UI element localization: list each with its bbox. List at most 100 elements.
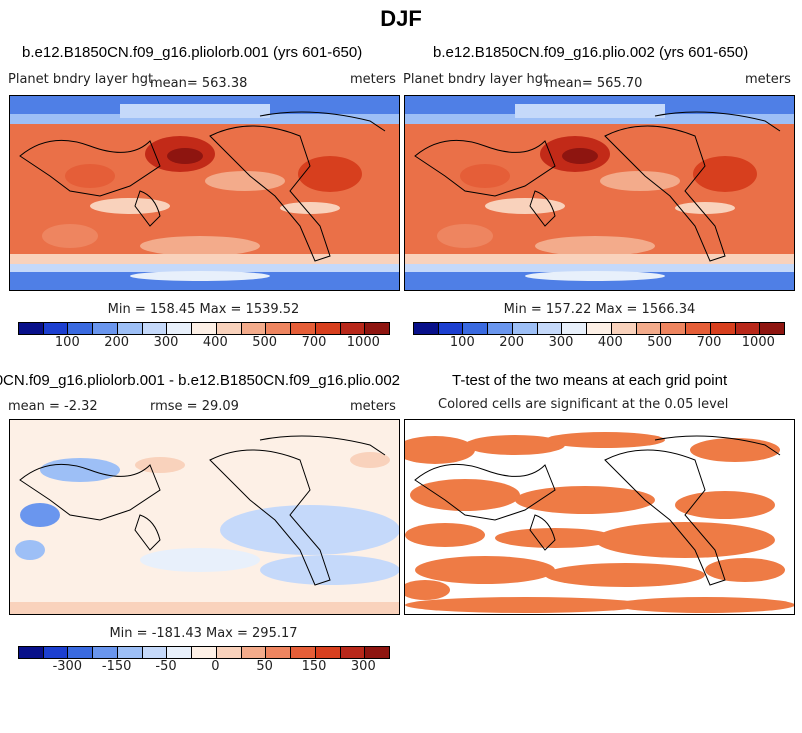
colorbar-swatch bbox=[19, 323, 44, 334]
panel1-minmax: Min = 158.45 Max = 1539.52 bbox=[107, 302, 300, 317]
colorbar-tick-label: 200 bbox=[499, 335, 525, 350]
panel3-mean-label: mean = -2.32 bbox=[8, 399, 98, 414]
colorbar-swatch bbox=[686, 323, 711, 334]
significance-patch bbox=[410, 479, 520, 511]
colorbar-tick-label: -50 bbox=[155, 659, 177, 674]
colorbar-swatch bbox=[611, 323, 637, 334]
colorbar-swatch bbox=[315, 323, 341, 334]
colorbar-swatch bbox=[43, 647, 69, 658]
colorbar-tick-label: 400 bbox=[202, 335, 228, 350]
colorbar-swatch bbox=[68, 647, 94, 658]
significance-patch bbox=[615, 597, 794, 613]
significance-patch bbox=[515, 486, 655, 514]
colorbar-swatch bbox=[537, 323, 563, 334]
significance-patch bbox=[405, 523, 485, 547]
colorbar-swatch bbox=[19, 647, 44, 658]
panel1-map bbox=[9, 95, 400, 291]
colorbar-swatch bbox=[216, 647, 242, 658]
panel2-units-label: meters bbox=[745, 72, 791, 87]
colorbar-swatch bbox=[266, 647, 292, 658]
panel4-map bbox=[404, 419, 795, 615]
panel1-variable-label: Planet bndry layer hgt bbox=[8, 72, 154, 87]
colorbar-tick-label: 200 bbox=[104, 335, 130, 350]
colorbar-swatch bbox=[167, 647, 193, 658]
panel1-units-label: meters bbox=[350, 72, 396, 87]
colorbar-tick-label: 1000 bbox=[741, 335, 775, 350]
significance-patch bbox=[495, 528, 615, 548]
panel3-colorbar bbox=[18, 646, 390, 659]
colorbar-tick-label: 400 bbox=[597, 335, 623, 350]
colorbar-tick-label: 700 bbox=[301, 335, 327, 350]
significance-patch bbox=[405, 436, 475, 464]
panel2-mean-label: mean= 565.70 bbox=[545, 76, 643, 91]
panel2-minmax: Min = 157.22 Max = 1566.34 bbox=[503, 302, 696, 317]
colorbar-swatch bbox=[241, 647, 267, 658]
panel3-title: b.e12.B1850CN.f09_g16.pliolorb.001 - b.e… bbox=[0, 372, 400, 389]
colorbar-swatch bbox=[315, 647, 341, 658]
colorbar-tick-label: 700 bbox=[696, 335, 722, 350]
colorbar-swatch bbox=[414, 323, 439, 334]
colorbar-swatch bbox=[142, 647, 168, 658]
panel1-title: b.e12.B1850CN.f09_g16.pliolorb.001 (yrs … bbox=[22, 44, 363, 61]
colorbar-swatch bbox=[241, 323, 267, 334]
colorbar-swatch bbox=[735, 323, 761, 334]
colorbar-tick-label: 100 bbox=[54, 335, 80, 350]
significance-patch bbox=[545, 432, 665, 448]
colorbar-tick-label: 300 bbox=[548, 335, 574, 350]
colorbar-swatch bbox=[438, 323, 464, 334]
colorbar-swatch bbox=[512, 323, 538, 334]
colorbar-swatch bbox=[291, 323, 316, 334]
panel2-title: b.e12.B1850CN.f09_g16.plio.002 (yrs 601-… bbox=[433, 44, 749, 61]
significance-patches bbox=[405, 432, 794, 613]
colorbar-swatch bbox=[93, 647, 118, 658]
significance-patch bbox=[415, 556, 555, 584]
colorbar-swatch bbox=[68, 323, 94, 334]
colorbar-swatch bbox=[365, 647, 390, 658]
significance-patch bbox=[675, 491, 775, 519]
colorbar-swatch bbox=[192, 323, 217, 334]
colorbar-swatch bbox=[117, 647, 143, 658]
panel1-colorbar bbox=[18, 322, 390, 335]
panel3-units-label: meters bbox=[350, 399, 396, 414]
colorbar-swatch bbox=[636, 323, 662, 334]
colorbar-swatch bbox=[365, 323, 390, 334]
colorbar-swatch bbox=[142, 323, 168, 334]
colorbar-swatch bbox=[192, 647, 217, 658]
significance-patch bbox=[545, 563, 705, 587]
colorbar-tick-label: 500 bbox=[252, 335, 278, 350]
colorbar-swatch bbox=[661, 323, 687, 334]
colorbar-swatch bbox=[117, 323, 143, 334]
panel2-map bbox=[404, 95, 795, 291]
panel1-field bbox=[10, 96, 399, 290]
colorbar-tick-label: 100 bbox=[449, 335, 475, 350]
panel4-subtitle: Colored cells are significant at the 0.0… bbox=[438, 397, 729, 412]
panel1-mean-label: mean= 563.38 bbox=[150, 76, 248, 91]
colorbar-tick-label: 1000 bbox=[346, 335, 380, 350]
colorbar-swatch bbox=[266, 323, 292, 334]
colorbar-swatch bbox=[43, 323, 69, 334]
colorbar-swatch bbox=[710, 323, 736, 334]
colorbar-tick-label: 300 bbox=[350, 659, 376, 674]
panel3-title-clip: b.e12.B1850CN.f09_g16.pliolorb.001 - b.e… bbox=[0, 372, 400, 389]
colorbar-swatch bbox=[488, 323, 513, 334]
panel3-rmse-label: rmse = 29.09 bbox=[150, 399, 239, 414]
colorbar-swatch bbox=[93, 323, 118, 334]
significance-patch bbox=[405, 597, 645, 613]
panel2-variable-label: Planet bndry layer hgt bbox=[403, 72, 549, 87]
significance-patch bbox=[465, 435, 565, 455]
panel3-map bbox=[9, 419, 400, 615]
panel4-title: T-test of the two means at each grid poi… bbox=[452, 372, 728, 389]
colorbar-tick-label: -150 bbox=[101, 659, 132, 674]
significance-patch bbox=[690, 438, 780, 462]
colorbar-swatch bbox=[340, 647, 366, 658]
colorbar-swatch bbox=[216, 323, 242, 334]
colorbar-swatch bbox=[760, 323, 785, 334]
panel2-colorbar bbox=[413, 322, 785, 335]
colorbar-swatch bbox=[167, 323, 193, 334]
panel4-significance-field bbox=[405, 420, 794, 614]
colorbar-swatch bbox=[562, 323, 588, 334]
colorbar-tick-label: -300 bbox=[52, 659, 83, 674]
panel3-minmax: Min = -181.43 Max = 295.17 bbox=[109, 626, 298, 641]
colorbar-tick-label: 0 bbox=[211, 659, 220, 674]
panel3-field bbox=[10, 420, 399, 614]
